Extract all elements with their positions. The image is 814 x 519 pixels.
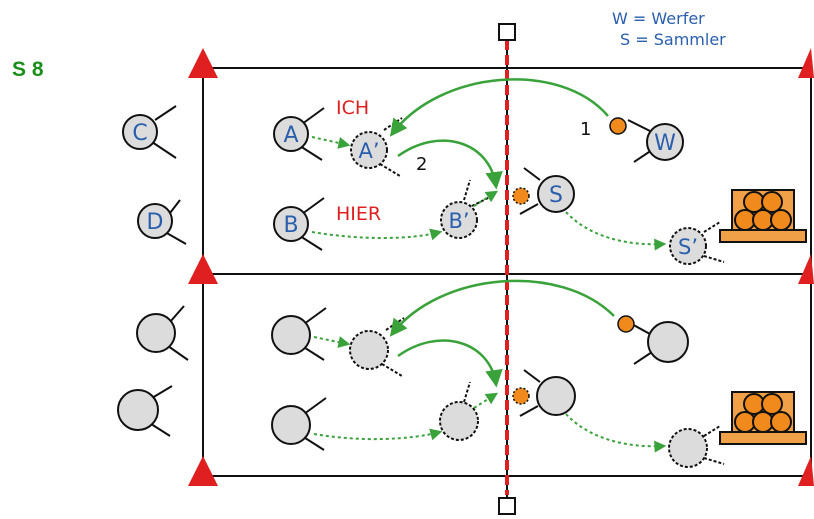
bottom-player-a-prime — [349, 317, 405, 377]
legend: W = Werfer S = Sammler — [612, 8, 726, 50]
net-post-top — [498, 23, 516, 41]
cone-icon — [188, 48, 218, 78]
waiting-player-1 — [136, 305, 189, 361]
cone-icon — [188, 254, 218, 284]
player-a: A — [273, 107, 325, 161]
ball-crate-icon — [719, 189, 807, 243]
callout-step-2: 2 — [416, 154, 427, 175]
player-c-label: C — [132, 121, 147, 146]
player-s: S — [519, 167, 575, 215]
player-d-label: D — [147, 210, 164, 235]
bottom-player-b-prime — [439, 381, 479, 441]
player-s-prime-label: S’ — [678, 235, 698, 259]
bottom-player-w — [627, 321, 689, 365]
player-s-prime: S’ — [669, 221, 725, 265]
waiting-player-2 — [117, 385, 173, 437]
net — [498, 23, 516, 515]
cones — [188, 48, 814, 486]
player-w: W — [627, 119, 684, 163]
player-s-label: S — [549, 183, 563, 208]
bottom-player-b — [271, 397, 327, 451]
bottom-player-s — [519, 369, 576, 417]
player-d: D — [137, 199, 187, 245]
player-a-prime-label: A’ — [358, 139, 379, 163]
player-b-label: B — [283, 213, 298, 238]
player-c: C — [122, 105, 177, 159]
player-a-label: A — [283, 123, 298, 148]
bottom-ball-werfer — [617, 315, 635, 333]
bottom-player-a — [271, 307, 327, 361]
cone-icon — [798, 254, 814, 284]
net-post-bottom — [498, 497, 516, 515]
bottom-ball-crate-icon — [719, 391, 807, 445]
callout-step-1: 1 — [580, 119, 591, 140]
callout-ich: ICH — [336, 97, 369, 119]
ball-werfer — [609, 117, 627, 135]
player-b-prime-label: B’ — [448, 209, 469, 233]
player-b: B — [273, 197, 325, 251]
cone-icon — [798, 456, 814, 486]
legend-sammler: S = Sammler — [620, 30, 726, 49]
ball-at-net — [512, 187, 530, 205]
callout-hier: HIER — [336, 203, 381, 225]
bottom-player-s-prime — [668, 425, 725, 468]
player-b-prime: B’ — [440, 179, 493, 239]
cone-icon — [188, 456, 218, 486]
player-w-label: W — [654, 131, 676, 156]
bottom-ball-at-net — [512, 387, 530, 405]
cone-icon — [798, 48, 814, 78]
page-title: S 8 — [12, 58, 44, 81]
player-a-prime: A’ — [350, 117, 403, 177]
legend-werfer: W = Werfer — [612, 9, 705, 28]
